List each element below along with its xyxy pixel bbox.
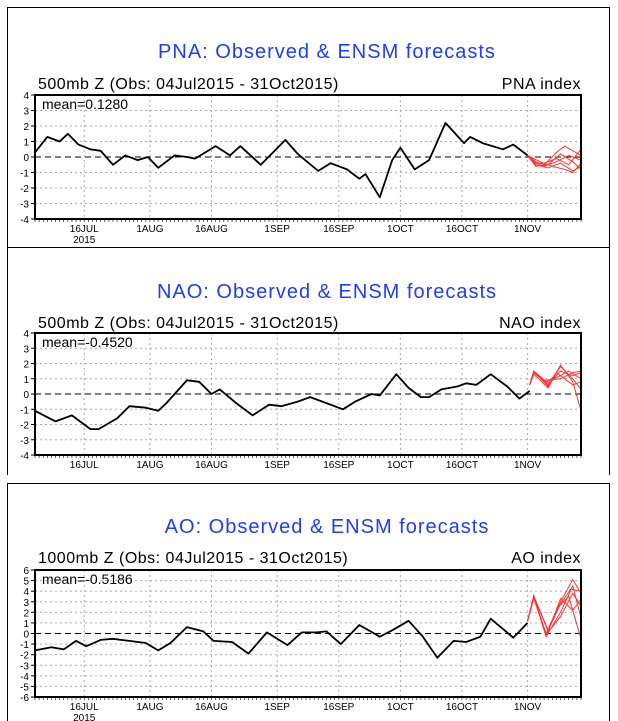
ao-xtick-label: 1OCT — [387, 702, 414, 713]
ao-ensemble-member-6 — [527, 588, 582, 632]
nao-ytick-label: 2 — [23, 360, 29, 371]
pna-ytick-label: -1 — [20, 169, 29, 180]
pna-xtick-label: 16OCT — [446, 224, 478, 235]
ao-ytick-label: 2 — [23, 608, 29, 619]
nao-ytick-label: -3 — [20, 436, 29, 447]
pna-xtick-label: 16SEP — [323, 224, 354, 235]
pna-xtick-label: 1SEP — [264, 224, 290, 235]
nao-ytick-label: -4 — [20, 451, 29, 462]
pna-mean-label: mean=0.1280 — [42, 96, 128, 112]
nao-xtick-label: 16OCT — [446, 460, 478, 471]
nao-ytick-label: -2 — [20, 421, 29, 432]
ao-mean-label: mean=-0.5186 — [42, 571, 133, 587]
ao-ytick-label: 3 — [23, 598, 29, 609]
ao-xtick-label: 1AUG — [136, 702, 163, 713]
ao-ytick-label: -5 — [20, 682, 29, 693]
ao-xtick-label: 16AUG — [195, 702, 228, 713]
ao-ytick-label: 0 — [23, 630, 29, 641]
pna-xtick-label: 1OCT — [387, 224, 414, 235]
pna-ensemble-member-5 — [527, 153, 582, 170]
nao-xtick-label: 1SEP — [264, 460, 290, 471]
nao-xtick-label: 1AUG — [136, 460, 163, 471]
pna-ytick-label: 2 — [23, 122, 29, 133]
pna-ensemble-member-6 — [527, 154, 582, 174]
pna-xtick-label: 1AUG — [136, 224, 163, 235]
pna-ensemble-member-3 — [527, 155, 582, 172]
ao-ytick-label: 6 — [23, 566, 29, 577]
nao-xtick-label: 1NOV — [514, 460, 542, 471]
nao-ytick-label: 0 — [23, 390, 29, 401]
nao-ensemble-member-6 — [529, 370, 582, 386]
nao-ytick-label: 1 — [23, 375, 29, 386]
nao-mean-label: mean=-0.4520 — [42, 334, 133, 350]
nao-observed-line — [34, 373, 531, 431]
nao-panel-frame — [7, 247, 610, 475]
pna-ytick-label: 4 — [23, 91, 29, 102]
ao-subtitle: 1000mb Z (Obs: 04Jul2015 - 31Oct2015) — [38, 550, 348, 567]
pna-year-label: 2015 — [73, 235, 96, 246]
ao-ytick-label: 4 — [23, 587, 29, 598]
pna-ytick-label: 3 — [23, 107, 29, 118]
ao-xtick-label: 16JUL — [70, 702, 99, 713]
pna-ytick-label: -3 — [20, 200, 29, 211]
pna-xtick-label: 16AUG — [195, 224, 228, 235]
ao-xtick-label: 1NOV — [514, 702, 542, 713]
ao-index-label: AO index — [511, 550, 581, 567]
nao-index-label: NAO index — [499, 315, 581, 332]
ao-year-label: 2015 — [73, 713, 96, 721]
pna-observed-line — [34, 122, 529, 199]
nao-ytick-label: 4 — [23, 329, 29, 340]
pna-index-label: PNA index — [502, 76, 581, 93]
nao-xtick-label: 16JUL — [70, 460, 99, 471]
nao-plot-area — [34, 332, 582, 456]
ao-panel-frame — [7, 483, 610, 721]
pna-ensemble-member-2 — [527, 145, 582, 166]
ao-ytick-label: -2 — [20, 651, 29, 662]
pna-ytick-label: 1 — [23, 138, 29, 149]
pna-ytick-label: 0 — [23, 153, 29, 164]
ao-ytick-label: 5 — [23, 577, 29, 588]
pna-xtick-label: 16JUL — [70, 224, 99, 235]
nao-ytick-label: 3 — [23, 344, 29, 355]
ao-ytick-label: -4 — [20, 672, 29, 683]
nao-panel: NAO: Observed & ENSM forecasts 500mb Z (O… — [7, 247, 610, 475]
pna-plot-area — [34, 94, 582, 220]
ao-panel: AO: Observed & ENSM forecasts 1000mb Z (O… — [7, 483, 610, 721]
ao-ytick-label: -6 — [20, 693, 29, 704]
ao-xtick-label: 16SEP — [323, 702, 354, 713]
nao-xtick-label: 1OCT — [387, 460, 414, 471]
nao-title: NAO: Observed & ENSM forecasts — [157, 281, 497, 303]
ao-ytick-label: -3 — [20, 661, 29, 672]
ao-title: AO: Observed & ENSM forecasts — [165, 516, 490, 538]
pna-panel-frame — [7, 7, 610, 247]
ao-ytick-label: 1 — [23, 619, 29, 630]
nao-ytick-label: -1 — [20, 405, 29, 416]
nao-subtitle: 500mb Z (Obs: 04Jul2015 - 31Oct2015) — [38, 315, 339, 332]
pna-ytick-label: -4 — [20, 215, 29, 226]
ao-xtick-label: 16OCT — [446, 702, 478, 713]
pna-title: PNA: Observed & ENSM forecasts — [158, 41, 496, 63]
pna-panel: PNA: Observed & ENSM forecasts 500mb Z (O… — [7, 7, 610, 247]
ao-plot-area — [34, 569, 582, 698]
ao-ytick-label: -1 — [20, 640, 29, 651]
nao-xtick-label: 16SEP — [323, 460, 354, 471]
ao-xtick-label: 1SEP — [264, 702, 290, 713]
pna-ensemble-member-4 — [527, 148, 582, 166]
pna-ytick-label: -2 — [20, 184, 29, 195]
pna-xtick-label: 1NOV — [514, 224, 542, 235]
pna-subtitle: 500mb Z (Obs: 04Jul2015 - 31Oct2015) — [38, 76, 339, 93]
nao-xtick-label: 16AUG — [195, 460, 228, 471]
ao-observed-line — [34, 617, 529, 659]
